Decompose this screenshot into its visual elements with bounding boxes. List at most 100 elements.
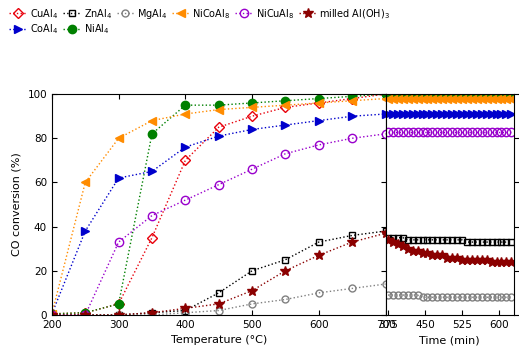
milled Al(OH)$_3$	[215, 302, 222, 306]
ZnAl$_4$	[249, 269, 255, 273]
ZnAl$_4$	[349, 233, 356, 237]
NiAl$_4$	[282, 98, 289, 103]
milled Al(OH)$_3$	[316, 253, 322, 257]
ZnAl$_4$	[316, 240, 322, 244]
MgAl$_4$	[316, 291, 322, 295]
Line: MgAl$_4$: MgAl$_4$	[48, 281, 389, 319]
CuAl$_4$	[282, 105, 289, 110]
CuAl$_4$	[215, 125, 222, 130]
NiAl$_4$	[116, 302, 122, 306]
CuAl$_4$	[316, 101, 322, 105]
NiCoAl$_8$	[182, 112, 188, 116]
ZnAl$_4$	[49, 313, 55, 317]
NiCuAl$_8$	[182, 198, 188, 202]
milled Al(OH)$_3$	[383, 231, 389, 235]
ZnAl$_4$	[215, 291, 222, 295]
NiCuAl$_8$	[215, 182, 222, 187]
NiCoAl$_8$	[349, 98, 356, 103]
NiCuAl$_8$	[49, 313, 55, 317]
Line: NiCuAl$_8$: NiCuAl$_8$	[48, 130, 390, 319]
CuAl$_4$	[383, 92, 389, 96]
CuAl$_4$	[349, 96, 356, 101]
NiCoAl$_8$	[215, 108, 222, 112]
MgAl$_4$	[349, 286, 356, 291]
milled Al(OH)$_3$	[82, 313, 88, 317]
NiCoAl$_8$	[249, 105, 255, 110]
MgAl$_4$	[383, 282, 389, 286]
NiCuAl$_8$	[349, 136, 356, 140]
X-axis label: Time (min): Time (min)	[419, 335, 480, 345]
milled Al(OH)$_3$	[249, 289, 255, 293]
CoAl$_4$	[116, 176, 122, 180]
CoAl$_4$	[349, 114, 356, 118]
Line: NiAl$_4$: NiAl$_4$	[48, 90, 390, 318]
NiCoAl$_8$	[82, 180, 88, 185]
NiCuAl$_8$	[316, 143, 322, 147]
NiAl$_4$	[249, 101, 255, 105]
ZnAl$_4$	[383, 229, 389, 233]
NiCuAl$_8$	[383, 132, 389, 136]
CoAl$_4$	[316, 118, 322, 123]
CuAl$_4$	[49, 312, 55, 316]
ZnAl$_4$	[149, 311, 155, 315]
NiAl$_4$	[215, 103, 222, 107]
milled Al(OH)$_3$	[282, 269, 289, 273]
NiCuAl$_8$	[149, 213, 155, 218]
NiCuAl$_8$	[82, 313, 88, 317]
CuAl$_4$	[82, 311, 88, 315]
CoAl$_4$	[249, 127, 255, 132]
MgAl$_4$	[249, 302, 255, 306]
milled Al(OH)$_3$	[149, 311, 155, 315]
Y-axis label: CO conversion (%): CO conversion (%)	[12, 153, 22, 256]
NiCoAl$_8$	[116, 136, 122, 140]
NiAl$_4$	[149, 132, 155, 136]
Legend: CuAl$_4$, CoAl$_4$, ZnAl$_4$, NiAl$_4$, MgAl$_4$, NiCoAl$_8$, NiCuAl$_8$, milled: CuAl$_4$, CoAl$_4$, ZnAl$_4$, NiAl$_4$, …	[7, 5, 392, 38]
Line: CuAl$_4$: CuAl$_4$	[48, 90, 389, 317]
MgAl$_4$	[82, 313, 88, 317]
MgAl$_4$	[116, 313, 122, 317]
CuAl$_4$	[249, 114, 255, 118]
CoAl$_4$	[182, 145, 188, 149]
MgAl$_4$	[149, 313, 155, 317]
CoAl$_4$	[215, 134, 222, 138]
milled Al(OH)$_3$	[49, 313, 55, 317]
milled Al(OH)$_3$	[182, 306, 188, 311]
NiAl$_4$	[82, 311, 88, 315]
CuAl$_4$	[116, 302, 122, 306]
ZnAl$_4$	[282, 258, 289, 262]
ZnAl$_4$	[82, 313, 88, 317]
CuAl$_4$	[182, 158, 188, 163]
NiCoAl$_8$	[316, 101, 322, 105]
NiAl$_4$	[182, 103, 188, 107]
milled Al(OH)$_3$	[116, 313, 122, 317]
NiCuAl$_8$	[282, 152, 289, 156]
milled Al(OH)$_3$	[349, 240, 356, 244]
NiAl$_4$	[316, 96, 322, 101]
CoAl$_4$	[383, 112, 389, 116]
X-axis label: Temperature (°C): Temperature (°C)	[171, 335, 267, 345]
Line: CoAl$_4$: CoAl$_4$	[48, 110, 390, 318]
ZnAl$_4$	[182, 308, 188, 313]
Line: ZnAl$_4$: ZnAl$_4$	[48, 228, 389, 319]
MgAl$_4$	[215, 308, 222, 313]
NiCoAl$_8$	[149, 118, 155, 123]
NiCoAl$_8$	[383, 96, 389, 101]
Line: milled Al(OH)$_3$: milled Al(OH)$_3$	[47, 228, 390, 320]
MgAl$_4$	[282, 297, 289, 302]
CoAl$_4$	[282, 123, 289, 127]
NiAl$_4$	[349, 94, 356, 98]
Line: NiCoAl$_8$: NiCoAl$_8$	[48, 94, 390, 318]
CuAl$_4$	[149, 235, 155, 240]
MgAl$_4$	[182, 311, 188, 315]
NiCoAl$_8$	[49, 312, 55, 316]
NiCuAl$_8$	[116, 240, 122, 244]
MgAl$_4$	[49, 313, 55, 317]
NiAl$_4$	[49, 312, 55, 316]
CoAl$_4$	[82, 229, 88, 233]
CoAl$_4$	[149, 169, 155, 173]
NiCuAl$_8$	[249, 167, 255, 171]
CoAl$_4$	[49, 312, 55, 316]
NiAl$_4$	[383, 92, 389, 96]
ZnAl$_4$	[116, 313, 122, 317]
NiCoAl$_8$	[282, 103, 289, 107]
